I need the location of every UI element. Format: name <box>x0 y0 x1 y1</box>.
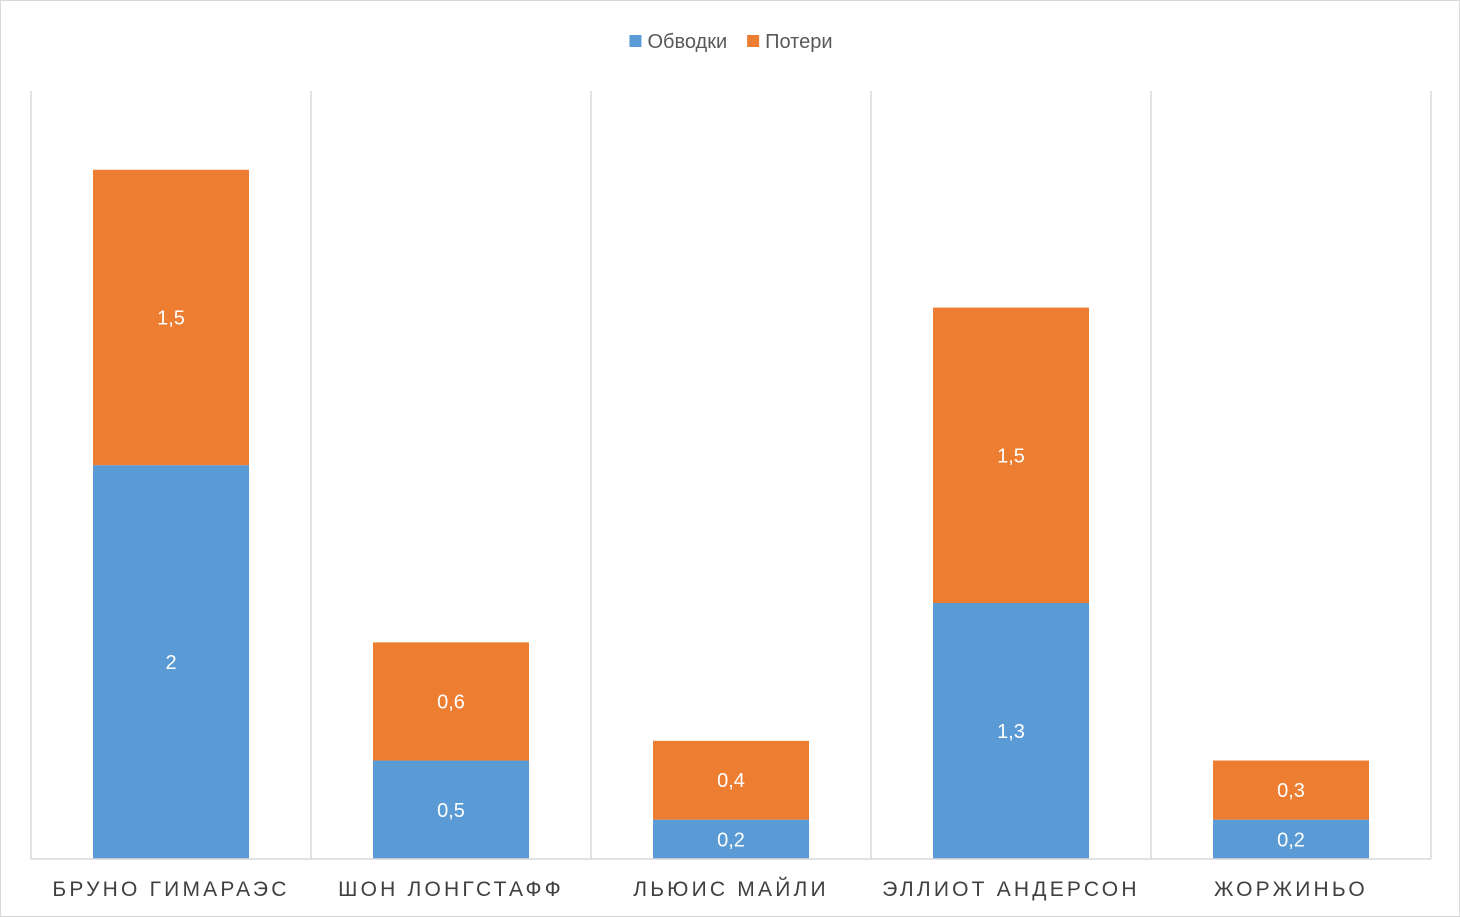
bars <box>93 169 1369 859</box>
data-label-dribbles-3: 1,3 <box>997 721 1025 743</box>
category-label-1: ШОН ЛОНГСТАФФ <box>338 878 564 901</box>
legend-label-1: Потери <box>765 31 832 53</box>
data-label-dribbles-0: 2 <box>165 652 176 674</box>
bar-losses-3 <box>933 307 1089 603</box>
legend: Обводки Потери <box>629 31 833 53</box>
bar-dribbles-0 <box>93 465 249 859</box>
bar-losses-1 <box>373 642 529 761</box>
bar-losses-2 <box>653 740 809 820</box>
legend-item-1: Потери <box>747 31 833 53</box>
category-label-4: ЖОРЖИНЬО <box>1214 878 1368 901</box>
bar-dribbles-1 <box>373 760 529 859</box>
bar-dribbles-4 <box>1213 819 1369 859</box>
category-label-3: ЭЛЛИОТ АНДЕРСОН <box>882 878 1139 901</box>
category-label-2: ЛЬЮИС МАЙЛИ <box>633 877 829 901</box>
data-label-losses-4: 0,3 <box>1277 780 1305 802</box>
data-label-losses-2: 0,4 <box>717 770 745 792</box>
data-labels: 2 1,5 0,5 0,6 0,2 0,4 1,3 1,5 0,2 0,3 <box>157 307 1305 851</box>
data-label-losses-0: 1,5 <box>157 307 185 329</box>
legend-swatch-1 <box>747 35 760 47</box>
legend-item-0: Обводки <box>629 31 727 53</box>
bar-dribbles-3 <box>933 603 1089 859</box>
bar-dribbles-2 <box>653 819 809 859</box>
data-label-dribbles-1: 0,5 <box>437 800 465 822</box>
category-label-0: БРУНО ГИМАРАЭС <box>52 878 289 901</box>
category-axis: БРУНО ГИМАРАЭС ШОН ЛОНГСТАФФ ЛЬЮИС МАЙЛИ ЭЛ… <box>31 858 1431 901</box>
data-label-dribbles-4: 0,2 <box>1277 829 1305 851</box>
gridlines <box>30 91 1432 859</box>
bar-losses-4 <box>1213 760 1369 820</box>
data-label-losses-1: 0,6 <box>437 691 465 713</box>
bar-losses-0 <box>93 169 249 466</box>
legend-label-0: Обводки <box>647 31 727 53</box>
data-label-dribbles-2: 0,2 <box>717 829 745 851</box>
legend-swatch-0 <box>629 35 642 47</box>
data-label-losses-3: 1,5 <box>997 445 1025 467</box>
